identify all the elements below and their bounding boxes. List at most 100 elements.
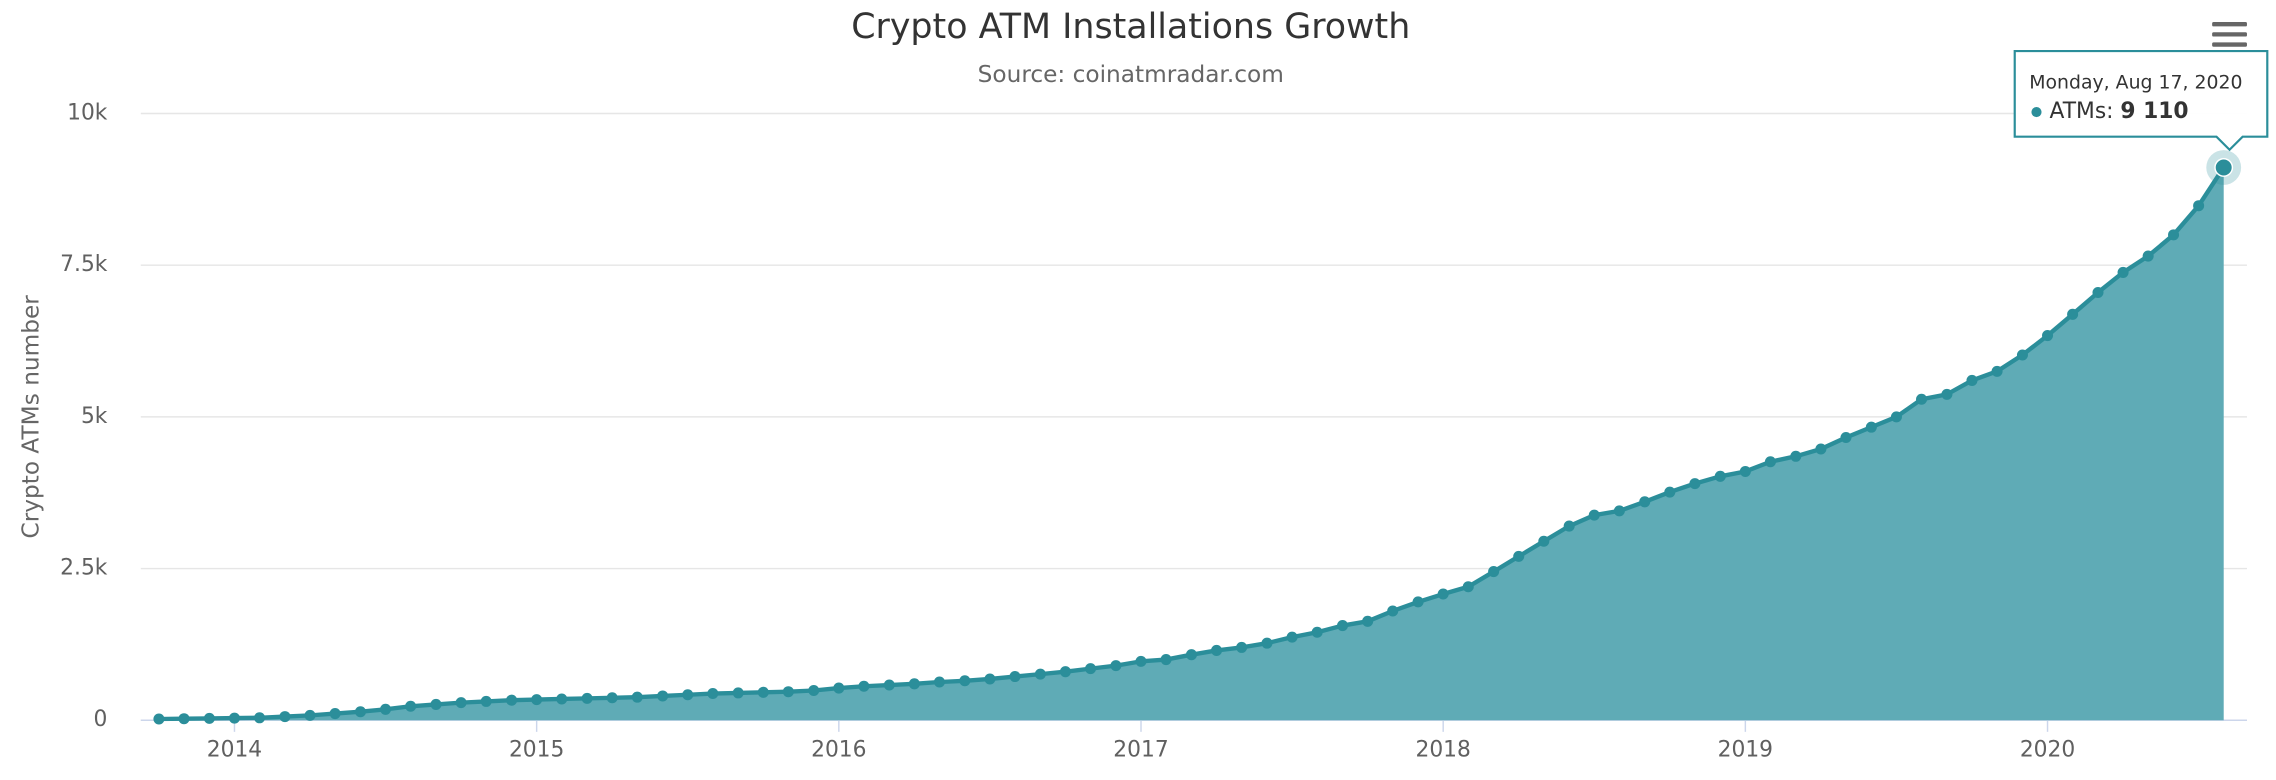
point — [506, 694, 518, 706]
point — [1462, 581, 1474, 593]
point — [1563, 520, 1575, 532]
point — [1916, 393, 1928, 405]
point — [178, 713, 190, 725]
point — [1538, 535, 1550, 547]
point — [933, 676, 945, 688]
point — [1211, 644, 1223, 656]
point — [1966, 374, 1978, 386]
point — [1613, 505, 1625, 517]
point — [1034, 668, 1046, 680]
point — [2214, 158, 2234, 177]
point — [203, 712, 215, 724]
point — [1337, 620, 1349, 632]
point — [228, 712, 240, 724]
point — [682, 689, 694, 701]
point — [2117, 266, 2129, 278]
point — [480, 695, 492, 707]
point — [631, 691, 643, 703]
point — [254, 712, 266, 724]
point — [1110, 660, 1122, 672]
x-tick-label: 2018 — [1415, 738, 1470, 763]
menu-bar — [2212, 22, 2247, 27]
point — [430, 698, 442, 710]
tooltip-name: ATMs: — [2050, 99, 2114, 124]
point — [2168, 229, 2180, 241]
point — [732, 687, 744, 699]
point — [1236, 641, 1248, 653]
x-tick-label: 2015 — [509, 738, 564, 763]
point — [1639, 496, 1651, 508]
point — [354, 706, 366, 718]
point — [1815, 443, 1827, 455]
point — [808, 684, 820, 697]
point — [883, 679, 895, 691]
point — [1513, 550, 1525, 562]
y-tick-label: 0 — [94, 707, 108, 732]
tooltip-value: 9 110 — [2120, 99, 2188, 124]
plot: 0 2.5k 5k 7.5k 10k 2014 2015 2016 2017 2018 2019 20… — [60, 100, 2247, 763]
chart-title: Crypto ATM Installations Growth — [851, 7, 1410, 47]
point — [1059, 666, 1071, 678]
tooltip-text: ATMs: 9 110 — [2050, 99, 2189, 124]
point — [1739, 465, 1751, 477]
x-tick-label: 2019 — [1718, 738, 1773, 763]
point — [329, 708, 341, 720]
tooltip-header: Monday, Aug 17, 2020 — [2029, 72, 2242, 94]
point — [1890, 411, 1902, 423]
point — [1160, 654, 1172, 666]
point — [1764, 456, 1776, 468]
point — [1387, 605, 1399, 617]
menu-bar — [2212, 42, 2247, 47]
point — [1488, 566, 1500, 578]
point — [405, 700, 417, 712]
y-tick-label: 5k — [81, 404, 108, 429]
point — [2092, 286, 2104, 298]
x-tick-label: 2014 — [207, 738, 262, 763]
point — [1437, 588, 1449, 600]
point — [380, 703, 392, 715]
point — [1714, 470, 1726, 482]
point — [959, 675, 971, 687]
y-tick-label: 2.5k — [60, 556, 108, 581]
area — [158, 167, 2224, 721]
point — [1286, 631, 1298, 643]
menu-button[interactable] — [2209, 17, 2250, 56]
point — [757, 686, 769, 698]
point — [556, 693, 568, 705]
y-tick-label: 7.5k — [60, 252, 108, 277]
tooltip-box — [2013, 49, 2269, 152]
point — [1790, 450, 1802, 462]
point — [2016, 349, 2028, 361]
point — [2193, 200, 2205, 212]
point — [984, 673, 996, 685]
point — [1261, 637, 1273, 649]
x-tick-label: 2017 — [1113, 738, 1168, 763]
point — [1941, 388, 1953, 400]
point — [1664, 486, 1676, 498]
point — [581, 692, 593, 704]
menu-bar — [2212, 32, 2247, 37]
point — [1135, 655, 1147, 667]
point — [707, 688, 719, 700]
point — [153, 713, 165, 725]
point — [2067, 308, 2079, 320]
y-axis-title: Crypto ATMs number — [17, 295, 44, 539]
x-tick-label: 2020 — [2020, 738, 2075, 763]
tooltip: Monday, Aug 17, 2020 ATMs: 9 110 — [2013, 49, 2269, 152]
point — [1840, 431, 1852, 443]
point — [1991, 365, 2003, 377]
point — [1362, 615, 1374, 627]
point — [304, 709, 316, 721]
point — [657, 690, 669, 702]
point — [1085, 663, 1097, 675]
point — [279, 711, 291, 723]
point — [1689, 478, 1701, 490]
chart-subtitle: Source: coinatmradar.com — [978, 61, 1284, 88]
x-tick-label: 2016 — [811, 738, 866, 763]
point — [1185, 649, 1197, 661]
point — [1412, 596, 1424, 608]
point — [531, 694, 543, 706]
point — [1865, 421, 1877, 433]
